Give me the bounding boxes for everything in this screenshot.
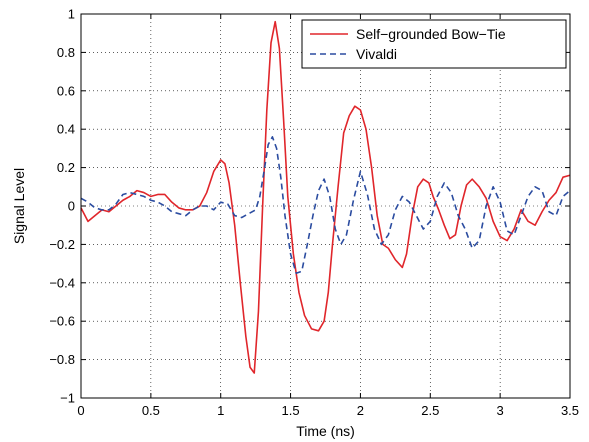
x-tick-label: 3.5 <box>561 403 579 418</box>
y-tick-label: 0.8 <box>57 45 75 60</box>
y-tick-label: −0.2 <box>49 237 75 252</box>
y-tick-label: 0 <box>68 199 75 214</box>
x-tick-label: 0.5 <box>142 403 160 418</box>
y-tick-label: 0.2 <box>57 160 75 175</box>
y-axis-label: Signal Level <box>11 168 27 244</box>
x-tick-label: 2 <box>357 403 364 418</box>
y-tick-label: −0.4 <box>49 275 75 290</box>
x-tick-label: 1 <box>217 403 224 418</box>
tick-labels: 0 0.5 1 1.5 2 2.5 3 3.5 −1 −0.8 −0.6 −0.4 −0.2 0 0.2 0.… <box>49 7 579 419</box>
legend-box <box>301 19 567 69</box>
y-tick-label: 1 <box>68 7 75 22</box>
legend-entry-vivaldi: Vivaldi <box>356 46 397 62</box>
x-tick-label: 3 <box>497 403 504 418</box>
y-tick-label: −0.6 <box>49 314 75 329</box>
series-line-bowtie <box>80 20 571 374</box>
x-tick-label: 2.5 <box>421 403 439 418</box>
y-tick-label: 0.6 <box>57 83 75 98</box>
legend: Self−grounded Bow−Tie Vivaldi <box>301 19 567 69</box>
x-axis-label: Time (ns) <box>296 423 355 439</box>
y-tick-label: 0.4 <box>57 122 75 137</box>
x-tick-label: 0 <box>77 403 84 418</box>
y-tick-label: −1 <box>60 391 75 406</box>
x-tick-label: 1.5 <box>282 403 300 418</box>
series-line-vivaldi <box>80 136 571 274</box>
legend-entry-bowtie: Self−grounded Bow−Tie <box>356 26 506 42</box>
axis-ticks <box>80 13 571 399</box>
plot-series <box>80 20 571 374</box>
y-tick-label: −0.8 <box>49 352 75 367</box>
